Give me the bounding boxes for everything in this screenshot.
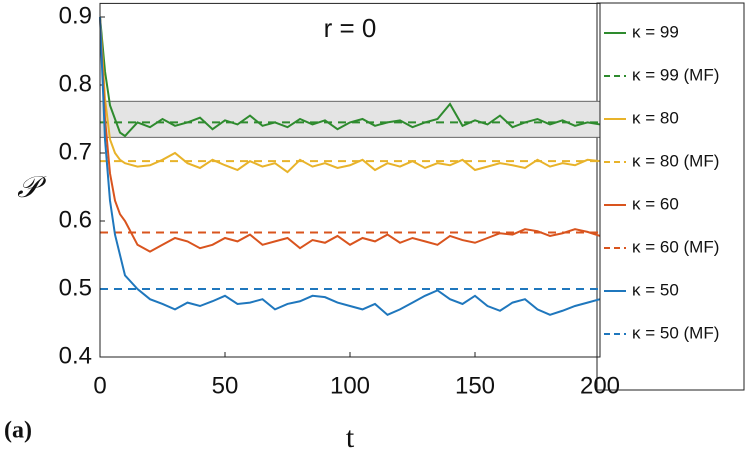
highlight-band	[99, 100, 601, 138]
legend-label: κ = 60 (MF)	[632, 237, 719, 256]
x-tick-label: 150	[455, 372, 495, 399]
legend-label: κ = 99	[632, 22, 679, 41]
legend-label: κ = 60	[632, 194, 679, 213]
y-tick-label: 0.5	[59, 274, 92, 301]
legend-label: κ = 50 (MF)	[632, 323, 719, 342]
legend-label: κ = 99 (MF)	[632, 65, 719, 84]
y-tick-label: 0.4	[59, 342, 92, 369]
x-axis-label: t	[346, 421, 355, 454]
series-line	[99, 16, 601, 317]
x-tick-label: 0	[93, 372, 106, 399]
x-tick-label: 50	[212, 372, 239, 399]
chart-title: r = 0	[324, 13, 377, 43]
legend-label: κ = 80	[632, 108, 679, 127]
y-axis-label: 𝒫	[17, 171, 47, 204]
legend-label: κ = 50	[632, 280, 679, 299]
series-line	[99, 16, 601, 253]
x-tick-label: 200	[580, 372, 620, 399]
y-tick-label: 0.9	[59, 2, 92, 29]
y-tick-label: 0.7	[59, 138, 92, 165]
y-tick-label: 0.6	[59, 206, 92, 233]
series-line	[99, 16, 601, 174]
x-tick-label: 100	[330, 372, 370, 399]
y-tick-label: 0.8	[59, 70, 92, 97]
legend-box	[596, 2, 745, 391]
series-line	[99, 16, 601, 138]
legend-label: κ = 80 (MF)	[632, 151, 719, 170]
plot-frame	[99, 2, 601, 358]
panel-label: (a)	[4, 418, 32, 444]
